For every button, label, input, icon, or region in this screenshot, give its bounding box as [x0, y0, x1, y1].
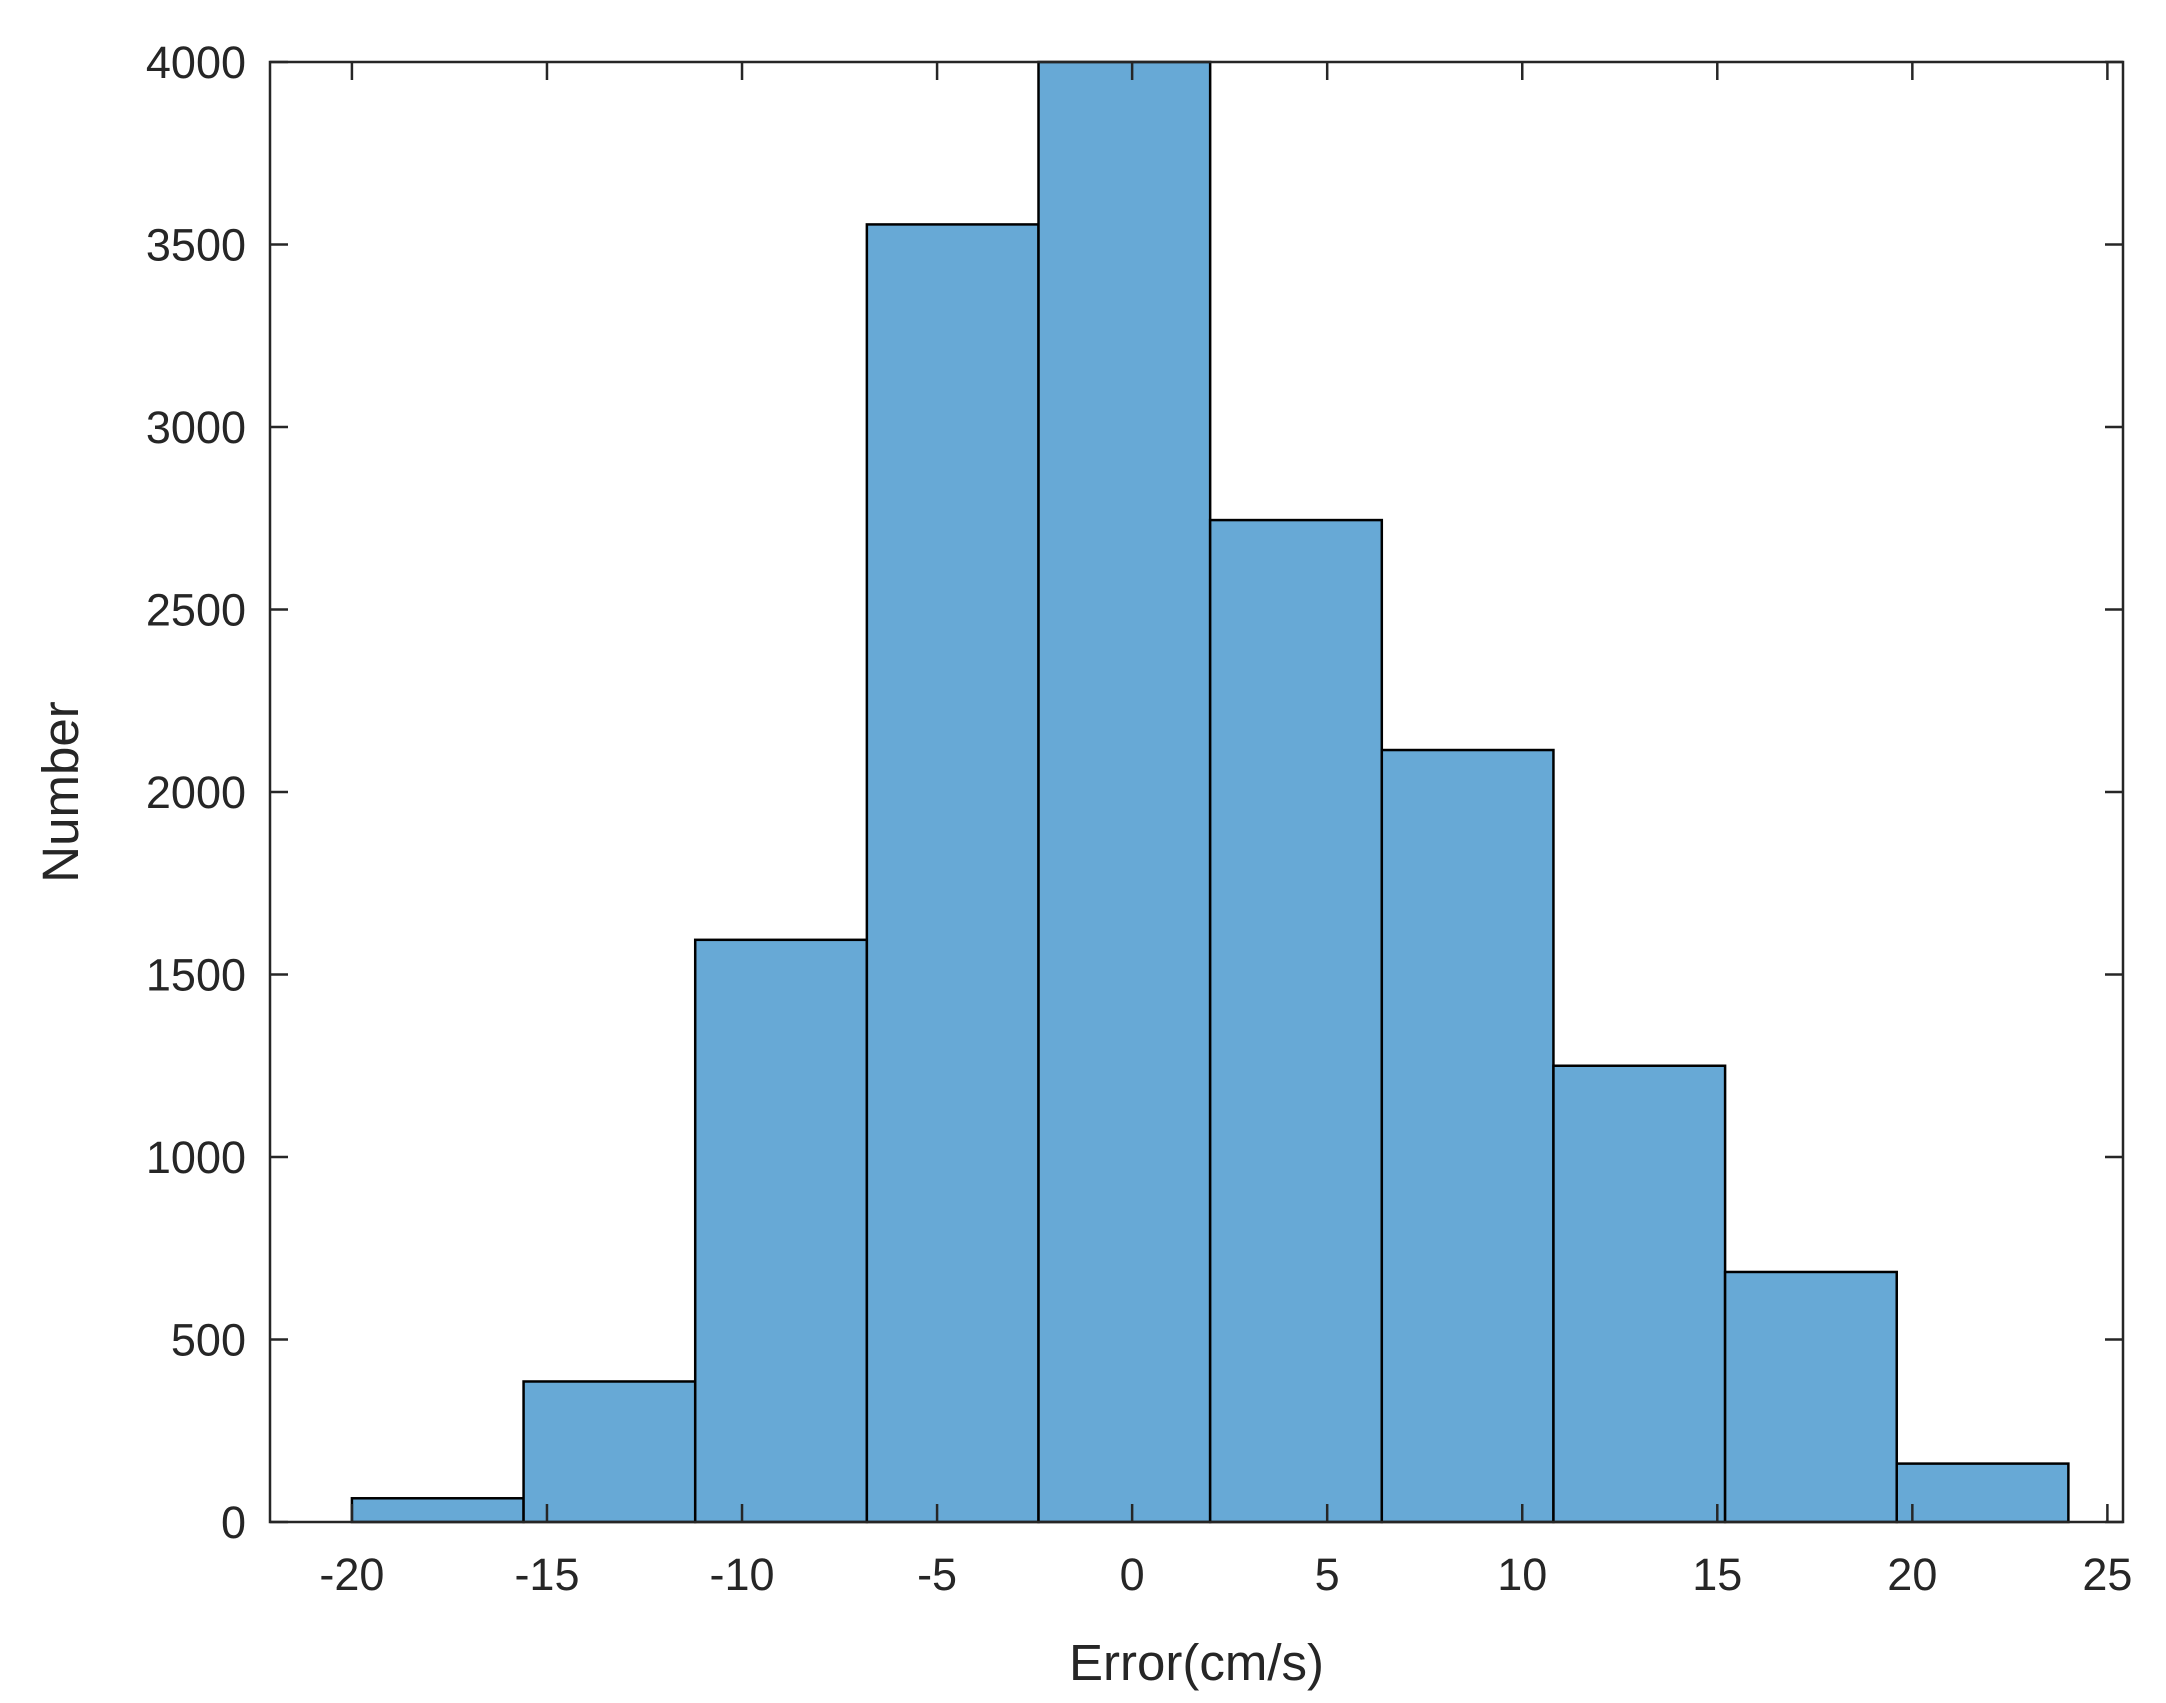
- x-axis-label: Error(cm/s): [1069, 1634, 1324, 1691]
- histogram-bar-5: [1208, 518, 1384, 1524]
- histogram-bar-1: [522, 1380, 697, 1524]
- histogram-bar-4: [1037, 60, 1212, 1524]
- y-tick-label-4: 2000: [146, 767, 246, 818]
- histogram-bar-9: [1895, 1462, 2070, 1524]
- y-tick-labels: 0 500 1000 1500 2000 2500 3000 3500 4000: [146, 37, 246, 1548]
- x-tick-label-1: -15: [514, 1549, 579, 1600]
- histogram-bar-0: [350, 1497, 525, 1524]
- axis-ticks: [270, 60, 2123, 1524]
- y-tick-label-5: 2500: [146, 585, 246, 636]
- histogram-bar-2: [693, 938, 869, 1524]
- y-tick-label-1: 500: [171, 1315, 246, 1366]
- x-tick-label-9: 25: [2082, 1549, 2132, 1600]
- x-tick-label-0: -20: [319, 1549, 384, 1600]
- y-tick-label-8: 4000: [146, 37, 246, 88]
- x-tick-label-8: 20: [1887, 1549, 1937, 1600]
- x-tick-label-7: 15: [1692, 1549, 1742, 1600]
- histogram-bar-6: [1380, 748, 1555, 1524]
- y-tick-label-6: 3000: [146, 402, 246, 453]
- x-tick-label-5: 5: [1315, 1549, 1340, 1600]
- x-tick-label-3: -5: [917, 1549, 957, 1600]
- y-tick-label-7: 3500: [146, 220, 246, 271]
- y-axis-label: Number: [32, 701, 89, 882]
- x-tick-label-2: -10: [710, 1549, 775, 1600]
- histogram-bar-8: [1723, 1270, 1898, 1524]
- histogram-bar-3: [865, 223, 1040, 1524]
- y-tick-label-2: 1000: [146, 1132, 246, 1183]
- x-tick-label-6: 10: [1497, 1549, 1547, 1600]
- y-tick-label-3: 1500: [146, 950, 246, 1001]
- histogram-bar-7: [1552, 1064, 1727, 1524]
- plot-area-frame: [268, 60, 2125, 1524]
- x-tick-label-4: 0: [1120, 1549, 1145, 1600]
- x-tick-labels: -20 -15 -10 -5 0 5 10 15 20 25: [319, 1549, 2132, 1600]
- y-tick-label-0: 0: [221, 1497, 246, 1548]
